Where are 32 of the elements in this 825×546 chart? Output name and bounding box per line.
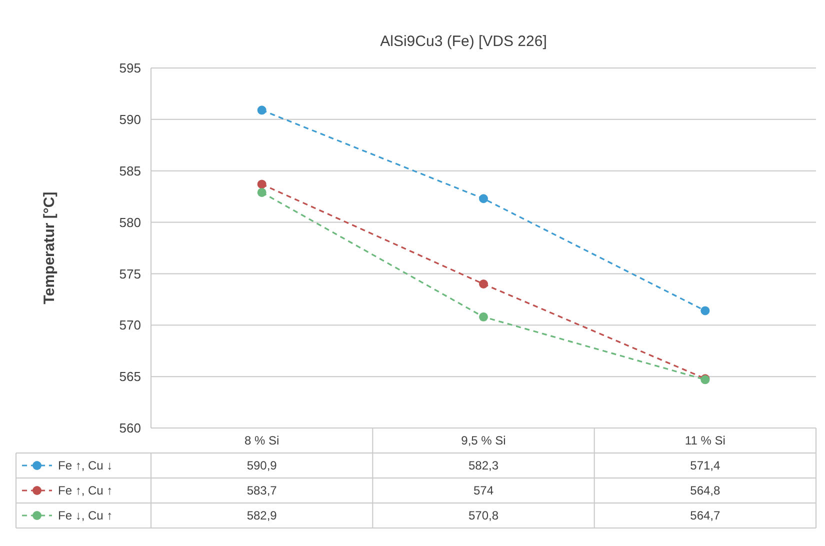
y-tick-label: 575 [119,266,141,282]
point [479,194,488,204]
y-tick-label: 585 [119,163,141,178]
x-tick-label: 8 % Si [244,434,280,448]
data-label: 583,7 [246,484,278,498]
x-tick-label: 9,5 % Si [461,434,506,448]
y-tick-label: 560 [119,420,141,436]
legend-label: Fe ↓, Cu ↑ [58,508,113,523]
data-label: 582,9 [246,508,278,523]
y-tick-label: 565 [119,369,141,384]
x-tick-label: 11 % Si [684,434,726,448]
data-label: 564,7 [690,508,721,523]
y-tick-label: 595 [119,60,141,76]
chart-title: AlSi9Cu3 (Fe) [VDS 226] [380,33,547,50]
point [479,280,488,288]
y-tick-label: 580 [119,214,141,230]
point [479,312,488,322]
point [257,188,266,197]
y-axis-title: Temperatur [°C] [41,192,58,304]
legend-label: Fe ↑, Cu ↑ [58,484,113,498]
data-label: 590,9 [246,458,278,473]
point [257,106,266,115]
point [700,306,710,316]
point [257,180,266,189]
data-label: 570,8 [468,508,499,523]
data-label: 582,3 [468,458,499,473]
data-label: 571,4 [690,458,721,473]
y-tick-label: 570 [119,318,141,333]
data-label: 574 [473,484,494,498]
data-label: 564,8 [690,484,721,498]
legend-label: Fe ↑, Cu ↓ [58,458,113,473]
y-tick-label: 590 [119,112,141,127]
